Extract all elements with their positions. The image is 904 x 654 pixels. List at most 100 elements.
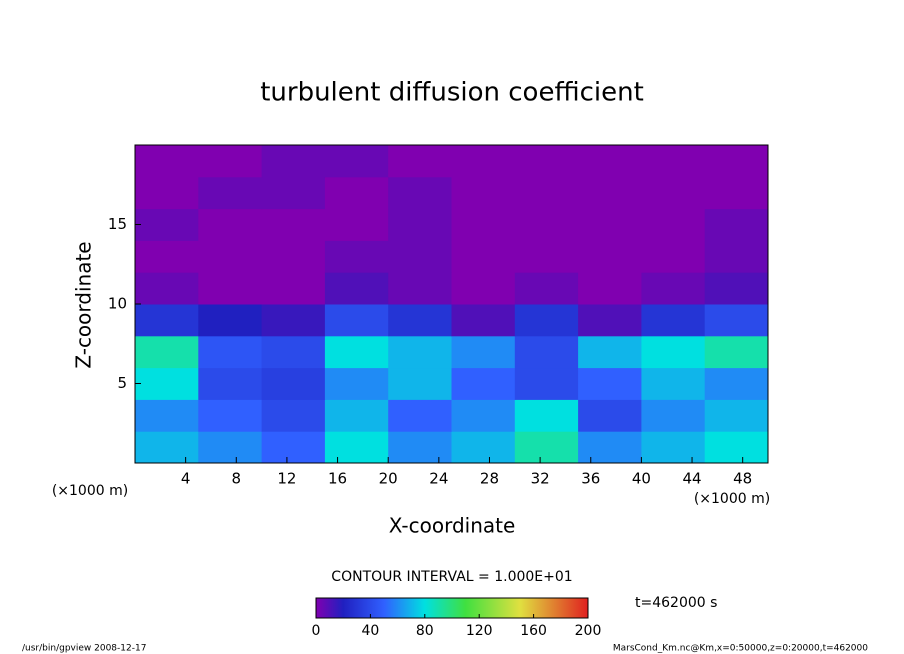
heat-cell — [578, 367, 642, 400]
heat-cell — [641, 399, 706, 432]
contour-interval: CONTOUR INTERVAL = 1.000E+01 — [331, 569, 572, 585]
heat-cell — [451, 208, 516, 241]
heat-cell — [261, 367, 326, 400]
time-label: t=462000 s — [635, 595, 717, 611]
heat-cell — [388, 304, 452, 337]
heat-cell — [388, 399, 452, 432]
heat-cell — [514, 399, 579, 432]
heat-cell — [135, 431, 199, 464]
heat-cell — [135, 240, 199, 273]
heat-cell — [514, 272, 579, 305]
heat-cell — [641, 176, 706, 210]
heat-cell — [514, 145, 579, 178]
heat-cell — [324, 304, 389, 337]
heat-cell — [198, 208, 263, 241]
heat-cell — [388, 145, 452, 178]
x-tick-label: 16 — [328, 470, 347, 488]
heat-cell — [135, 399, 199, 432]
heat-cell — [198, 240, 263, 273]
y-unit: (×1000 m) — [52, 483, 128, 499]
heat-cell — [198, 431, 263, 464]
heat-cell — [641, 240, 706, 273]
heat-cell — [514, 240, 579, 273]
heat-cell — [261, 304, 326, 337]
heat-cell — [451, 240, 516, 273]
heat-cell — [324, 335, 389, 369]
x-tick-label: 48 — [733, 470, 752, 488]
heat-cell — [578, 208, 642, 241]
heat-cell — [135, 335, 199, 369]
y-axis-label: Z-coordinate — [72, 241, 96, 368]
heat-cell — [388, 272, 452, 305]
heat-cell — [514, 176, 579, 210]
heat-cell — [388, 176, 452, 210]
heat-cell — [641, 272, 706, 305]
heat-cell — [641, 335, 706, 369]
heat-cell — [324, 145, 389, 178]
heat-cell — [514, 304, 579, 337]
heat-cell — [704, 145, 769, 178]
heat-cell — [514, 208, 579, 241]
footer-right: MarsCond_Km.nc@Km,x=0:50000,z=0:20000,t=… — [613, 644, 868, 654]
heat-cell — [198, 399, 263, 432]
heat-cell — [324, 272, 389, 305]
y-tick-label: 5 — [117, 374, 127, 392]
footer-left: /usr/bin/gpview 2008-12-17 — [22, 644, 146, 654]
heat-cell — [641, 431, 706, 464]
heat-cell — [514, 367, 579, 400]
heat-cell — [261, 431, 326, 464]
heat-cell — [704, 176, 769, 210]
colorbar — [315, 597, 589, 619]
heat-cell — [261, 272, 326, 305]
heat-cell — [261, 176, 326, 210]
heat-cell — [135, 367, 199, 400]
heat-cell — [451, 431, 516, 464]
heat-cell — [451, 399, 516, 432]
heat-cell — [451, 367, 516, 400]
colorbar-tick-label: 80 — [416, 623, 434, 639]
heat-cell — [261, 335, 326, 369]
x-tick-label: 32 — [531, 470, 550, 488]
heat-cell — [388, 240, 452, 273]
heat-cell — [704, 272, 769, 305]
y-tick-label: 15 — [108, 215, 127, 233]
heat-cell — [388, 431, 452, 464]
heat-cell — [324, 431, 389, 464]
heat-cell — [514, 431, 579, 464]
heat-cell — [324, 367, 389, 400]
heat-cell — [324, 399, 389, 432]
heat-cell — [261, 240, 326, 273]
chart-title: turbulent diffusion coefficient — [260, 78, 644, 108]
heat-cell — [578, 240, 642, 273]
heat-cell — [198, 335, 263, 369]
heat-cell — [135, 208, 199, 241]
heat-cell — [135, 176, 199, 210]
x-unit: (×1000 m) — [694, 491, 770, 507]
heat-cell — [451, 304, 516, 337]
colorbar-tick-label: 160 — [520, 623, 547, 639]
heat-cell — [198, 272, 263, 305]
heat-cell — [451, 272, 516, 305]
heat-cell — [324, 176, 389, 210]
heat-cell — [514, 335, 579, 369]
heat-cell — [261, 399, 326, 432]
x-tick-label: 24 — [429, 470, 448, 488]
x-tick-label: 12 — [277, 470, 296, 488]
x-tick-label: 28 — [480, 470, 499, 488]
colorbar-tick-label: 120 — [466, 623, 493, 639]
heat-cell — [388, 367, 452, 400]
heat-cell — [198, 145, 263, 178]
heat-cell — [578, 145, 642, 178]
heat-cell — [704, 304, 769, 337]
x-tick-label: 40 — [632, 470, 651, 488]
heat-cell — [135, 272, 199, 305]
heat-cell — [578, 272, 642, 305]
x-tick-label: 36 — [581, 470, 600, 488]
heat-cell — [451, 145, 516, 178]
heat-cell — [324, 240, 389, 273]
x-tick-label: 44 — [682, 470, 701, 488]
heat-cell — [641, 208, 706, 241]
heat-cell — [261, 208, 326, 241]
y-tick-label: 10 — [108, 295, 127, 313]
